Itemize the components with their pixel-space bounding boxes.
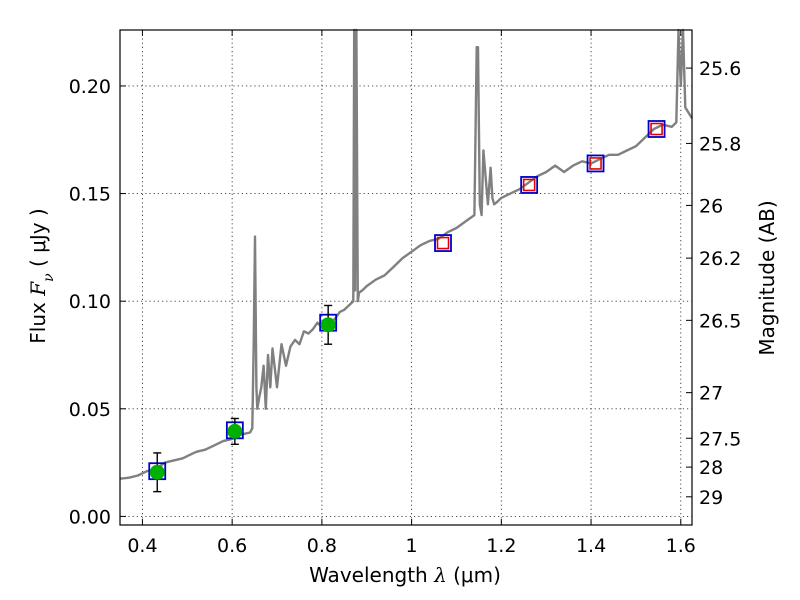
y2-tick-label: 29 bbox=[699, 487, 723, 509]
x-tick-label: 0.4 bbox=[127, 535, 157, 557]
y-tick-label: 0.20 bbox=[69, 76, 111, 98]
observed-flux-marker bbox=[522, 178, 536, 192]
y-axis-label: Flux Fν ( μJy ) bbox=[26, 208, 57, 343]
green-point bbox=[148, 452, 167, 493]
x-tick-label: 1.2 bbox=[486, 535, 516, 557]
x-tick-label: 1 bbox=[406, 535, 418, 557]
grid bbox=[120, 30, 692, 525]
ticks: 0.4 0.6 0.8 1 1.2 1.4 1.6 0.00 0.05 0.10 0.15 0.20 2… bbox=[69, 30, 741, 557]
plot-frame bbox=[119, 29, 693, 526]
x-tick-label: 1.4 bbox=[576, 535, 606, 557]
observed-flux-marker bbox=[589, 157, 602, 170]
y-tick-label: 0.05 bbox=[69, 399, 111, 421]
model-flux-box bbox=[647, 120, 666, 138]
y2-axis-label: Magnitude (AB) bbox=[755, 200, 779, 355]
y2-tick-label: 25.6 bbox=[699, 58, 741, 80]
green-point bbox=[225, 417, 244, 445]
y2-tick-label: 25.8 bbox=[699, 133, 741, 155]
green-point bbox=[319, 304, 338, 345]
y2-tick-label: 26.5 bbox=[699, 310, 741, 332]
model-flux-box bbox=[520, 176, 539, 194]
x-tick-label: 1.6 bbox=[666, 535, 696, 557]
observed-flux-marker bbox=[320, 317, 336, 333]
y2-tick-label: 27 bbox=[699, 383, 723, 405]
x-tick-label: 0.6 bbox=[217, 535, 247, 557]
observed-flux-marker bbox=[436, 236, 450, 250]
y-tick-label: 0.00 bbox=[69, 506, 111, 528]
axis-labels: Wavelength λ (μm) Flux Fν ( μJy ) Magnit… bbox=[26, 200, 779, 587]
x-axis-label: Wavelength λ (μm) bbox=[309, 563, 501, 587]
x-tick-label: 0.8 bbox=[307, 535, 337, 557]
spectrum-layer bbox=[119, 28, 694, 480]
red-point bbox=[586, 154, 605, 173]
y-tick-label: 0.15 bbox=[69, 184, 111, 206]
y2-tick-label: 26.2 bbox=[699, 248, 741, 270]
photometry-points bbox=[148, 120, 666, 493]
model-spectrum bbox=[119, 28, 694, 480]
observed-flux-marker bbox=[149, 464, 165, 480]
y-tick-label: 0.10 bbox=[69, 291, 111, 313]
y2-tick-label: 26 bbox=[699, 195, 723, 217]
red-point bbox=[520, 176, 539, 194]
observed-flux-marker bbox=[227, 423, 243, 439]
y2-tick-label: 27.5 bbox=[699, 428, 741, 450]
observed-flux-marker bbox=[650, 122, 663, 136]
model-flux-box bbox=[586, 154, 605, 173]
red-point bbox=[647, 120, 666, 138]
red-point bbox=[434, 234, 452, 252]
model-flux-box bbox=[434, 234, 452, 252]
y2-tick-label: 28 bbox=[699, 457, 723, 479]
